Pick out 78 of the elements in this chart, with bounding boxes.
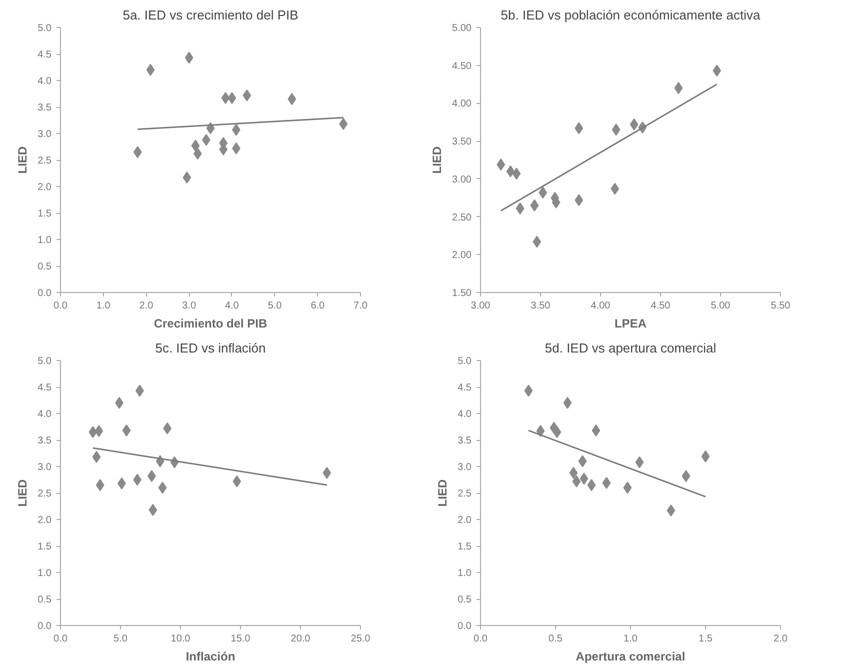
y-tick-label: 1.50 bbox=[452, 288, 472, 299]
y-tick-label: 3.5 bbox=[458, 436, 472, 446]
x-tick-label: 15.0 bbox=[230, 634, 251, 644]
x-tick-label: 2.0 bbox=[139, 300, 154, 312]
y-tick-label: 1.5 bbox=[458, 542, 472, 552]
x-tick-label: 0.5 bbox=[548, 634, 563, 644]
y-axis-title: LIED bbox=[16, 479, 30, 507]
chart-title: 5a. IED vs crecimiento del PIB bbox=[122, 8, 298, 22]
y-tick-label: 2.0 bbox=[38, 182, 52, 193]
x-tick-label: 3.50 bbox=[530, 300, 551, 312]
y-tick-label: 4.5 bbox=[38, 50, 52, 60]
x-tick-label: 0.0 bbox=[474, 634, 488, 644]
x-tick-label: 1.5 bbox=[698, 634, 713, 644]
x-tick-label: 10.0 bbox=[170, 634, 191, 644]
y-tick-label: 3.0 bbox=[38, 129, 52, 140]
x-tick-label: 0.0 bbox=[54, 634, 68, 644]
y-tick-label: 0.5 bbox=[38, 594, 52, 606]
chart-title: 5c. IED vs inflación bbox=[155, 340, 266, 356]
y-tick-label: 1.0 bbox=[458, 568, 472, 579]
x-tick-label: 3.0 bbox=[182, 300, 196, 312]
y-tick-label: 4.0 bbox=[458, 409, 472, 420]
y-axis-title: LIED bbox=[16, 146, 30, 174]
y-tick-label: 3.5 bbox=[38, 436, 52, 446]
y-tick-label: 0.0 bbox=[458, 621, 472, 632]
y-tick-label: 4.50 bbox=[452, 60, 472, 72]
y-tick-label: 2.5 bbox=[458, 488, 472, 500]
x-tick-label: 4.00 bbox=[590, 300, 611, 312]
y-tick-label: 0.0 bbox=[38, 621, 52, 632]
y-tick-label: 5.0 bbox=[38, 23, 52, 34]
x-tick-label: 25.0 bbox=[350, 634, 371, 644]
y-tick-label: 2.0 bbox=[458, 515, 472, 526]
y-tick-label: 2.00 bbox=[452, 250, 472, 262]
y-tick-label: 1.5 bbox=[38, 208, 52, 220]
y-tick-label: 2.50 bbox=[452, 212, 472, 224]
chart-title: 5b. IED vs población económicamente activa bbox=[500, 8, 761, 22]
x-tick-label: 3.00 bbox=[470, 300, 491, 312]
x-tick-label: 4.50 bbox=[650, 300, 671, 312]
y-tick-label: 4.0 bbox=[38, 409, 52, 420]
y-tick-label: 4.5 bbox=[38, 382, 52, 394]
y-axis-title: LIED bbox=[436, 479, 450, 507]
y-tick-label: 3.5 bbox=[38, 102, 52, 114]
y-tick-label: 2.0 bbox=[38, 515, 52, 526]
y-tick-label: 4.0 bbox=[38, 76, 52, 87]
x-tick-label: 4.0 bbox=[224, 300, 240, 312]
y-tick-label: 3.0 bbox=[38, 462, 52, 473]
y-tick-label: 0.5 bbox=[38, 262, 52, 272]
y-tick-label: 1.5 bbox=[38, 542, 52, 552]
y-axis-title: LIED bbox=[430, 146, 444, 174]
x-axis-title: Crecimiento del PIB bbox=[154, 316, 268, 330]
y-tick-label: 2.5 bbox=[38, 156, 52, 166]
x-tick-label: 20.0 bbox=[290, 634, 311, 644]
x-tick-label: 5.00 bbox=[710, 300, 731, 312]
y-tick-label: 1.0 bbox=[38, 568, 52, 579]
x-tick-label: 1.0 bbox=[96, 300, 111, 312]
x-tick-label: 7.0 bbox=[354, 300, 368, 312]
x-tick-label: 5.0 bbox=[268, 300, 282, 312]
y-tick-label: 3.0 bbox=[458, 462, 472, 473]
x-tick-label: 5.50 bbox=[770, 300, 791, 312]
x-tick-label: 5.0 bbox=[114, 634, 128, 644]
y-tick-label: 3.50 bbox=[452, 136, 472, 148]
y-tick-label: 4.00 bbox=[452, 98, 472, 110]
y-tick-label: 2.5 bbox=[38, 488, 52, 500]
y-tick-label: 5.0 bbox=[458, 356, 472, 367]
x-axis-title: Apertura comercial bbox=[576, 650, 686, 664]
x-tick-label: 6.0 bbox=[310, 300, 326, 312]
y-tick-label: 0.0 bbox=[38, 288, 52, 299]
x-tick-label: 2.0 bbox=[774, 634, 788, 644]
y-tick-label: 3.00 bbox=[452, 174, 472, 186]
x-tick-label: 1.0 bbox=[624, 634, 638, 644]
y-tick-label: 1.0 bbox=[38, 235, 52, 246]
y-tick-label: 5.0 bbox=[38, 356, 52, 367]
x-axis-title: LPEA bbox=[614, 316, 647, 330]
y-tick-label: 4.5 bbox=[458, 382, 472, 394]
x-axis-title: Inflación bbox=[186, 650, 236, 664]
y-tick-label: 5.00 bbox=[452, 23, 472, 34]
y-tick-label: 0.5 bbox=[458, 594, 472, 606]
chart-title: 5d. IED vs apertura comercial bbox=[544, 340, 716, 356]
x-tick-label: 0.0 bbox=[54, 300, 68, 312]
